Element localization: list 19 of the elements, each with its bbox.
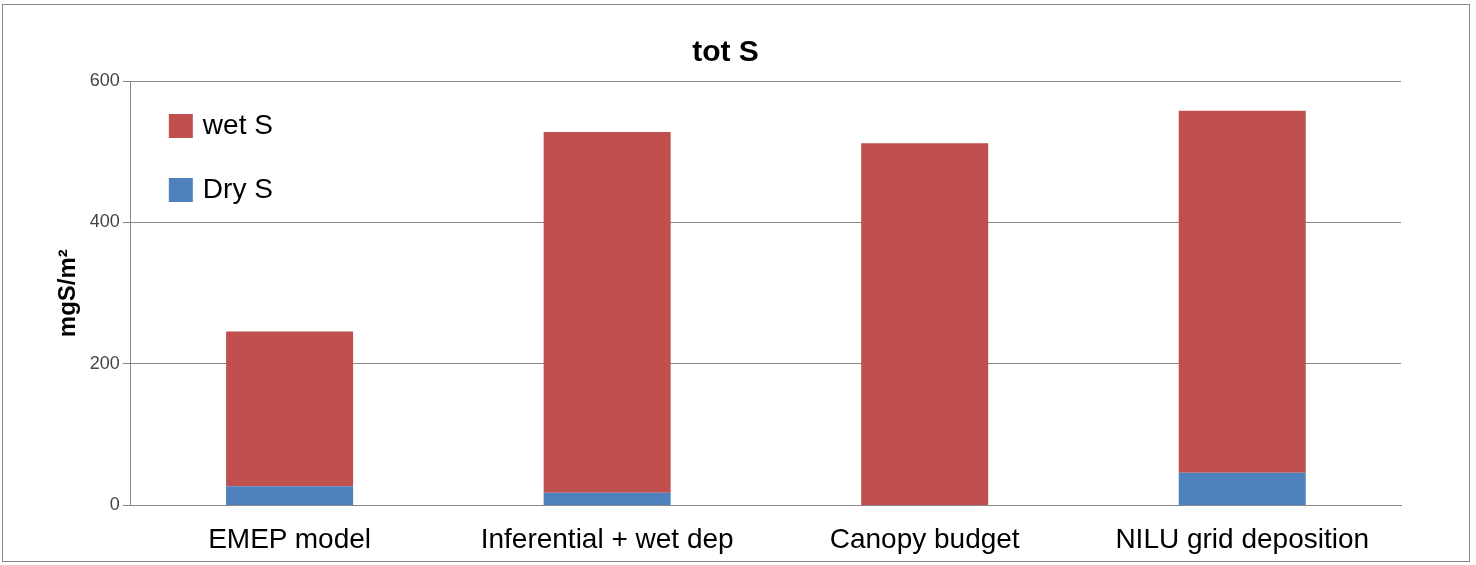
- y-tick-label: 200: [89, 352, 120, 373]
- x-tick-label: Canopy budget: [829, 522, 1020, 554]
- bar: [1178, 110, 1306, 473]
- chart-title: tot S: [692, 34, 759, 68]
- bar: [1178, 472, 1306, 505]
- y-tick-label: 400: [89, 211, 120, 232]
- x-tick-label: Inferential + wet dep: [480, 522, 734, 554]
- y-tick-label: 0: [109, 494, 120, 515]
- bar: [861, 143, 989, 505]
- x-tick-label: EMEP model: [208, 522, 372, 554]
- legend-label: Dry S: [202, 172, 273, 204]
- x-tick-label: NILU grid deposition: [1115, 522, 1370, 554]
- bar: [226, 331, 354, 487]
- y-tick-label: 600: [89, 69, 120, 90]
- legend-label: wet S: [201, 108, 273, 140]
- bar: [226, 486, 354, 505]
- bar: [543, 492, 671, 505]
- y-axis-title: mgS/m²: [53, 249, 81, 338]
- bar: [543, 131, 671, 493]
